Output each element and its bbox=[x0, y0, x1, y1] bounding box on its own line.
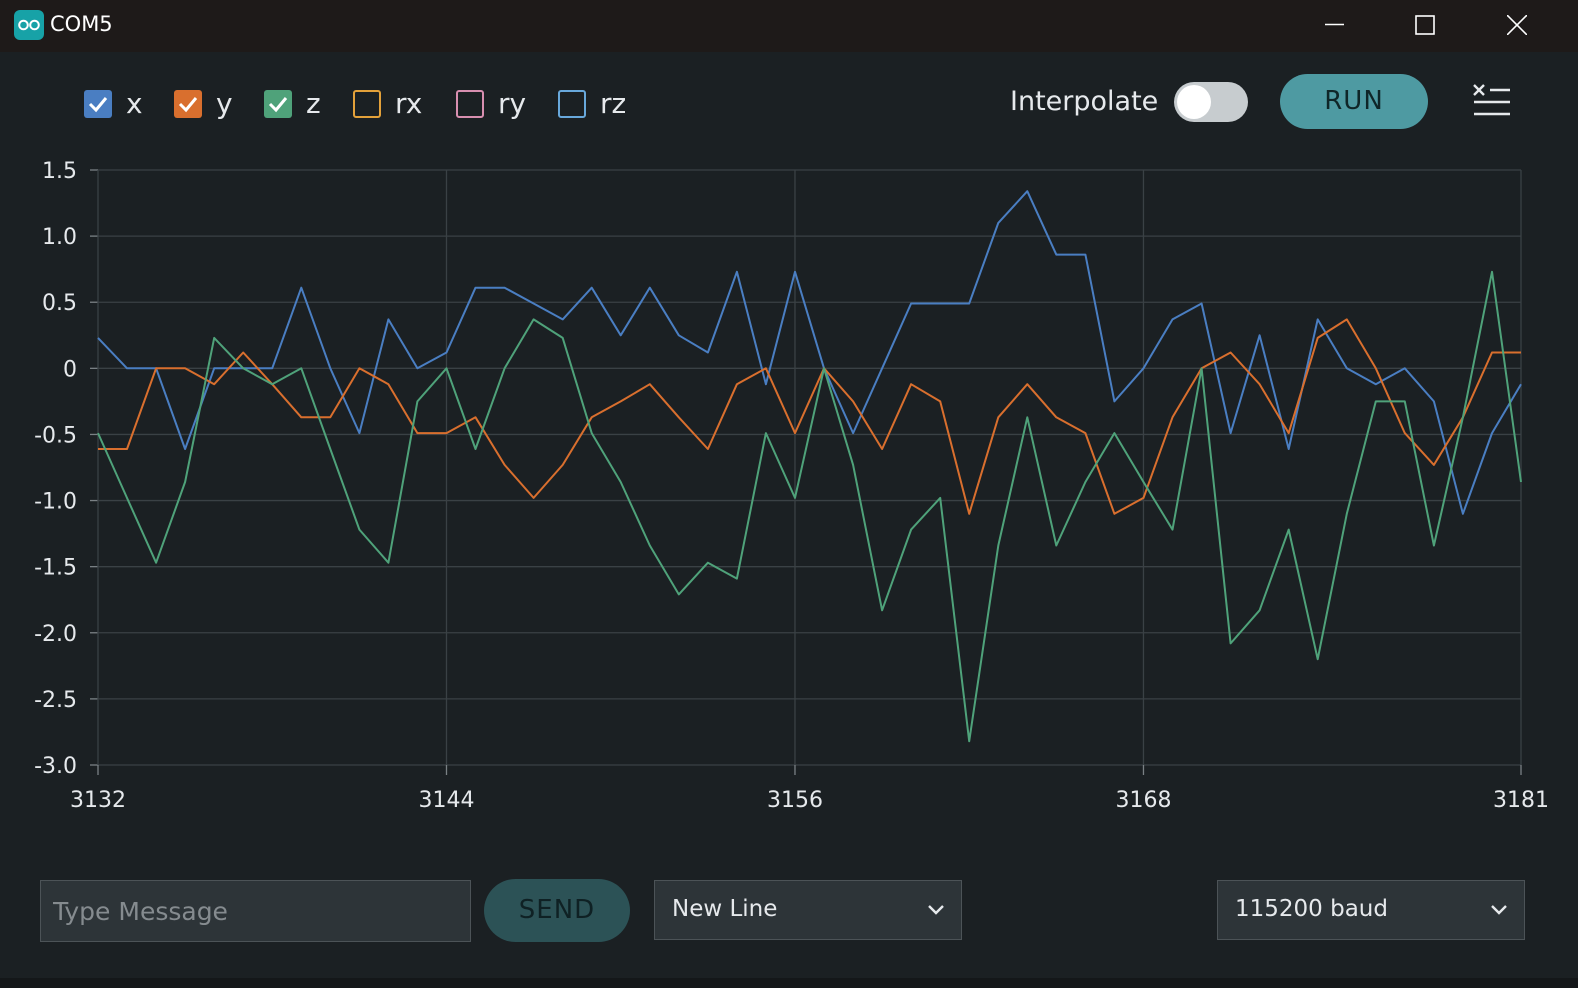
chart-grid bbox=[90, 169, 1522, 775]
close-icon bbox=[1507, 15, 1527, 35]
legend-label: y bbox=[216, 87, 233, 120]
y-tick-label: -0.5 bbox=[34, 423, 77, 448]
check-icon bbox=[268, 97, 288, 113]
legend-label: rx bbox=[395, 87, 423, 120]
line-ending-value: New Line bbox=[672, 896, 778, 922]
x-tick-label: 3181 bbox=[1493, 788, 1549, 813]
x-tick-label: 3168 bbox=[1115, 788, 1171, 813]
title-bar: COM5 bbox=[0, 0, 1578, 52]
legend-checkbox[interactable] bbox=[353, 90, 381, 118]
y-tick-label: 1.5 bbox=[42, 159, 77, 184]
series-line-z bbox=[97, 270, 1522, 743]
legend-label: ry bbox=[498, 87, 527, 120]
clear-list-icon bbox=[1473, 84, 1510, 116]
window-bottom-edge bbox=[0, 978, 1578, 988]
y-tick-label: -1.5 bbox=[34, 556, 77, 581]
maximize-icon bbox=[1415, 15, 1435, 35]
legend-checkbox[interactable] bbox=[264, 90, 292, 118]
legend-label: z bbox=[306, 87, 321, 120]
chevron-down-icon bbox=[928, 905, 944, 915]
check-icon bbox=[178, 97, 198, 113]
legend-checkbox[interactable] bbox=[174, 90, 202, 118]
interpolate-toggle[interactable] bbox=[1174, 82, 1248, 122]
line-ending-select[interactable]: New Line bbox=[654, 880, 962, 940]
legend-checkbox[interactable] bbox=[558, 90, 586, 118]
chart-series-lines bbox=[97, 190, 1522, 743]
baud-rate-select[interactable]: 115200 baud bbox=[1217, 880, 1525, 940]
legend-label: x bbox=[126, 87, 143, 120]
legend-label: rz bbox=[600, 87, 627, 120]
y-tick-label: -2.5 bbox=[34, 688, 77, 713]
minimize-button[interactable] bbox=[1305, 0, 1365, 50]
x-tick-label: 3132 bbox=[70, 788, 126, 813]
close-button[interactable] bbox=[1487, 0, 1547, 50]
y-tick-labels: 1.5 1.0 0.5 0 -0.5 -1.0 -1.5 -2.0 -2.5 -3.0 bbox=[34, 159, 77, 779]
series-line-x bbox=[97, 190, 1522, 515]
x-tick-label: 3156 bbox=[767, 788, 823, 813]
toggle-knob bbox=[1177, 85, 1211, 119]
y-tick-label: 1.0 bbox=[42, 225, 77, 250]
chevron-down-icon bbox=[1491, 905, 1507, 915]
send-button[interactable]: SEND bbox=[484, 879, 630, 942]
clear-button[interactable] bbox=[1470, 82, 1514, 122]
y-tick-label: -2.0 bbox=[34, 622, 77, 647]
x-tick-label: 3144 bbox=[418, 788, 474, 813]
series-line-y bbox=[98, 318, 1521, 515]
interpolate-label: Interpolate bbox=[1010, 86, 1159, 117]
y-tick-label: 0 bbox=[63, 357, 77, 382]
minimize-icon bbox=[1325, 23, 1344, 26]
message-input[interactable] bbox=[40, 880, 471, 942]
run-button[interactable]: RUN bbox=[1280, 74, 1428, 129]
arduino-logo-icon bbox=[14, 10, 44, 40]
x-tick-labels: 3132 3144 3156 3168 3181 bbox=[70, 788, 1549, 813]
serial-plotter-chart: 1.51.00.50-0.5-1.0-1.5-2.0-2.5-3.0 3132 3… bbox=[34, 159, 1549, 813]
y-tick-label: -1.0 bbox=[34, 490, 77, 515]
window-title: COM5 bbox=[50, 12, 113, 36]
baud-rate-value: 115200 baud bbox=[1235, 896, 1388, 922]
y-tick-label: -3.0 bbox=[34, 754, 77, 779]
check-icon bbox=[88, 97, 108, 113]
legend-checkbox[interactable] bbox=[456, 90, 484, 118]
legend-checkbox[interactable] bbox=[84, 90, 112, 118]
y-tick-label: 0.5 bbox=[42, 291, 77, 316]
maximize-button[interactable] bbox=[1395, 0, 1455, 50]
